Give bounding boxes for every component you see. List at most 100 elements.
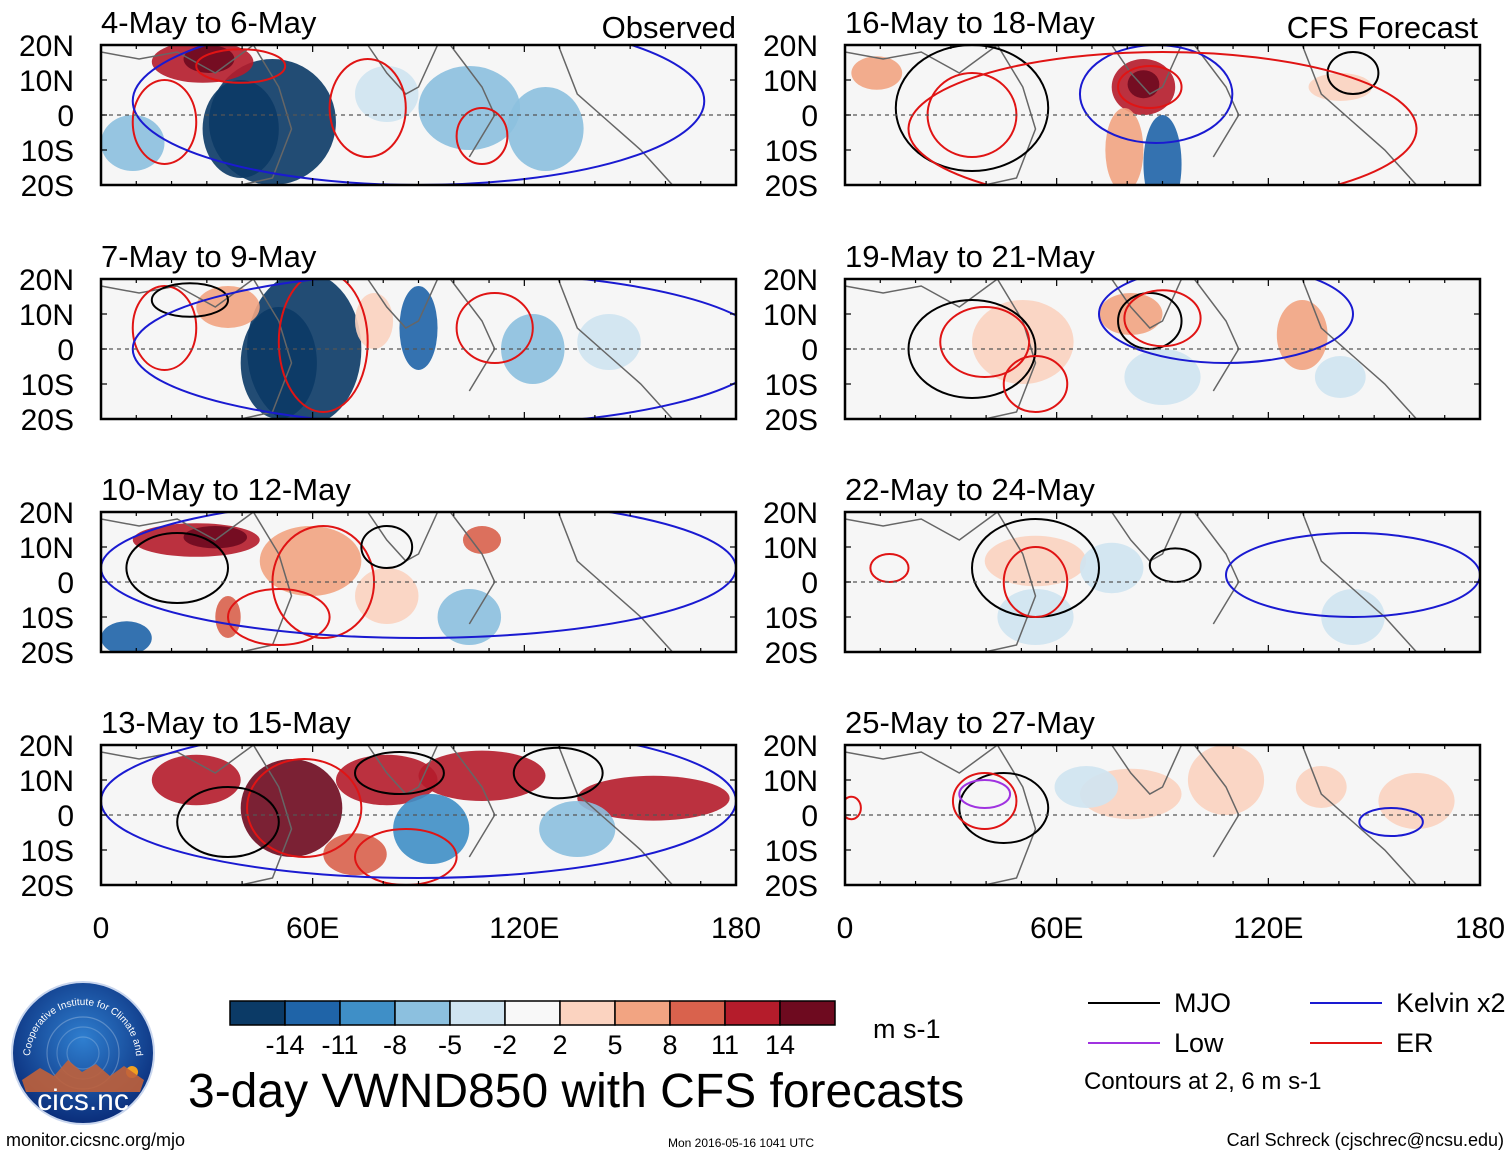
legend-line-mjo — [1088, 1002, 1160, 1004]
contour-line — [512, 746, 604, 800]
contour-line — [195, 48, 287, 84]
lat-tick-label: 20N — [19, 497, 74, 530]
colorbar-tick-label: -11 — [321, 1030, 358, 1060]
coastline — [1301, 745, 1418, 885]
contour-line — [455, 107, 509, 165]
lat-tick-label: 20S — [765, 870, 818, 903]
lat-tick-label: 0 — [57, 334, 74, 367]
lat-tick-label: 10S — [21, 135, 74, 168]
anomaly-region — [507, 87, 584, 171]
anomaly-region — [1295, 766, 1347, 808]
legend-item-mjo: MJO — [1088, 986, 1231, 1020]
forecast-header: CFS Forecast — [1287, 10, 1479, 45]
contour-line — [1098, 279, 1354, 364]
lat-tick-label: 10S — [765, 135, 818, 168]
lat-tick-label: 10S — [21, 369, 74, 402]
lat-tick-label: 20S — [21, 404, 74, 437]
lon-tick-label: 180 — [711, 912, 761, 945]
coastline — [557, 745, 674, 885]
coastline — [449, 745, 496, 858]
coastline — [1111, 45, 1183, 95]
anomaly-region — [577, 775, 730, 821]
map-panel: 22-May to 24-May — [843, 472, 1482, 654]
contour-line — [360, 525, 414, 569]
colorbar: -14 -11 -8 -5 -2 2 5 8 11 14 — [229, 1000, 836, 1060]
legend-item-er: ER — [1310, 1026, 1434, 1060]
lat-tick-label: 10S — [765, 602, 818, 635]
colorbar-swatch — [229, 1000, 286, 1026]
anomaly-region — [1105, 108, 1144, 185]
anomaly-region — [1054, 766, 1119, 808]
anomaly-region — [984, 535, 1087, 587]
contour-line — [939, 306, 1031, 378]
observed-header: Observed — [602, 10, 736, 45]
contour-line — [1358, 807, 1424, 837]
coastline — [1111, 745, 1183, 795]
coastline — [101, 512, 254, 541]
coastline — [367, 279, 439, 329]
colorbar-swatch — [394, 1000, 451, 1026]
contour-note: Contours at 2, 6 m s-1 — [1084, 1068, 1322, 1095]
lon-tick-label: 120E — [1233, 912, 1303, 945]
colorbar-swatch — [614, 1000, 671, 1026]
panel-label: 10-May to 12-May — [101, 472, 351, 507]
contour-line — [150, 282, 229, 318]
contour-line — [131, 79, 198, 165]
contour-line — [131, 279, 736, 419]
lat-tick-label: 20S — [21, 170, 74, 203]
contour-line — [455, 292, 534, 364]
coastline — [557, 279, 674, 419]
coastline — [240, 745, 293, 885]
panel-label: 13-May to 15-May — [101, 705, 351, 740]
coastline — [1193, 512, 1240, 625]
legend-item-low: Low — [1088, 1026, 1224, 1060]
source-url[interactable]: monitor.cicsnc.org/mjo — [6, 1130, 186, 1150]
lat-tick-label: 0 — [801, 567, 818, 600]
coastline — [1301, 279, 1418, 419]
lat-tick-label: 10S — [765, 369, 818, 402]
panel-label: 4-May to 6-May — [101, 5, 317, 40]
colorbar-tick-label: 8 — [662, 1030, 677, 1060]
lat-tick-label: 20S — [765, 637, 818, 670]
panel-label: 16-May to 18-May — [845, 5, 1095, 40]
legend-item-kelvin: Kelvin x2 — [1310, 986, 1506, 1020]
anomaly-region — [851, 56, 903, 90]
lon-tick-label: 60E — [1030, 912, 1083, 945]
lon-tick-label: 0 — [93, 912, 110, 945]
anomaly-region — [196, 286, 260, 328]
author-credit: Carl Schreck (cjschrec@ncsu.edu) — [1226, 1130, 1504, 1150]
map-panel: 25-May to 27-May — [843, 705, 1482, 887]
anomaly-region — [972, 300, 1074, 384]
lat-tick-label: 20N — [19, 264, 74, 297]
anomaly-region — [393, 794, 470, 864]
contour-line — [131, 285, 198, 371]
colorbar-swatch — [339, 1000, 396, 1026]
lat-tick-label: 20S — [21, 870, 74, 903]
contour-line — [1225, 532, 1480, 618]
lat-tick-label: 10N — [19, 532, 74, 565]
anomaly-region — [1124, 349, 1201, 405]
anomaly-region — [101, 621, 152, 652]
legend-label-low: Low — [1174, 1027, 1224, 1058]
anomaly-region — [1314, 356, 1366, 398]
timestamp: Mon 2016-05-16 1041 UTC — [668, 1136, 815, 1150]
map-panel: 10-May to 12-May — [99, 472, 738, 654]
colorbar-tick-label: -8 — [383, 1030, 407, 1060]
contour-line — [907, 51, 1418, 185]
lat-tick-label: 0 — [801, 800, 818, 833]
contour-line — [1002, 546, 1069, 618]
lat-tick-label: 0 — [57, 800, 74, 833]
contour-line — [328, 58, 407, 158]
coastline — [449, 512, 496, 625]
lon-tick-label: 120E — [489, 912, 559, 945]
map-panel: 19-May to 21-May — [843, 239, 1482, 421]
lat-tick-label: 0 — [801, 100, 818, 133]
coastline — [1193, 745, 1240, 858]
colorbar-tick-label: 14 — [765, 1030, 795, 1060]
coastline — [240, 45, 293, 185]
anomaly-region — [240, 307, 317, 419]
lat-tick-label: 20N — [19, 730, 74, 763]
coastline — [984, 45, 1037, 185]
anomaly-region — [355, 66, 419, 122]
